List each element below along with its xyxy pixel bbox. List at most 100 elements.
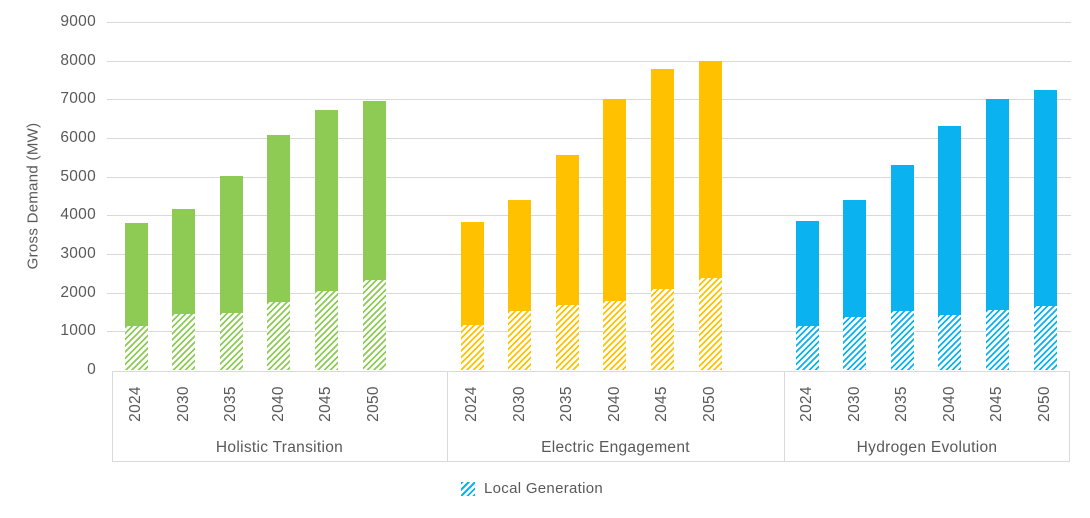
bar-segment-local-generation — [508, 311, 532, 370]
y-tick-label-7000: 7000 — [60, 90, 96, 108]
bar-electric-engagement-2030 — [508, 199, 532, 370]
gridline-4000 — [107, 215, 1071, 217]
bar-segment-local-generation — [219, 312, 243, 370]
bar-electric-engagement-2050 — [698, 61, 722, 370]
x-tick-holistic-transition-2030: 2030 — [174, 386, 192, 422]
x-tick-holistic-transition-2024: 2024 — [127, 386, 144, 422]
bar-segment-demand — [124, 223, 148, 326]
bar-segment-local-generation — [314, 291, 338, 370]
bar-segment-local-generation — [362, 279, 386, 370]
y-tick-label-1000: 1000 — [60, 322, 96, 340]
y-tick-label-9000: 9000 — [60, 13, 96, 30]
bar-segment-demand — [1033, 90, 1057, 306]
bar-segment-local-generation — [172, 314, 196, 370]
bar-electric-engagement-2040 — [603, 99, 627, 370]
bar-holistic-transition-2030 — [172, 209, 196, 370]
y-tick-label-8000: 8000 — [60, 51, 96, 69]
bar-segment-demand — [843, 200, 867, 318]
legend-hatch-swatch-icon — [461, 481, 475, 496]
bar-holistic-transition-2050 — [362, 100, 386, 370]
group-divider-1 — [447, 371, 448, 462]
bar-segment-demand — [362, 100, 386, 280]
x-tick-electric-engagement-2024: 2024 — [463, 386, 480, 422]
x-tick-hydrogen-evolution-2045: 2045 — [988, 386, 1006, 422]
bar-holistic-transition-2024 — [124, 223, 148, 370]
x-tick-holistic-transition-2040: 2040 — [269, 386, 287, 422]
gridline-6000 — [107, 138, 1071, 139]
bar-segment-local-generation — [843, 317, 867, 370]
gridline-3000 — [107, 254, 1071, 255]
bar-segment-demand — [172, 209, 196, 315]
bar-segment-local-generation — [1033, 305, 1057, 370]
bar-segment-local-generation — [555, 305, 579, 370]
bar-segment-local-generation — [890, 311, 914, 370]
bar-electric-engagement-2024 — [460, 221, 484, 370]
legend-label: Local Generation — [484, 480, 604, 497]
group-divider-2 — [784, 371, 785, 462]
bar-holistic-transition-2045 — [314, 109, 338, 370]
bar-segment-local-generation — [985, 310, 1009, 370]
group-label-hydrogen-evolution: Hydrogen Evolution — [856, 439, 998, 456]
y-tick-label-2000: 2000 — [60, 283, 96, 301]
y-tick-label-3000: 3000 — [60, 245, 96, 262]
gridline-1000 — [107, 331, 1071, 333]
gridline-5000 — [107, 176, 1071, 178]
bar-segment-local-generation — [650, 289, 674, 370]
bar-holistic-transition-2035 — [219, 176, 243, 370]
gridline-9000 — [107, 22, 1071, 23]
x-tick-electric-engagement-2045: 2045 — [653, 386, 671, 422]
x-axis-box — [112, 371, 1070, 462]
x-tick-holistic-transition-2035: 2035 — [222, 386, 240, 422]
group-label-holistic-transition: Holistic Transition — [215, 439, 344, 456]
x-tick-holistic-transition-2045: 2045 — [317, 386, 335, 422]
group-label-electric-engagement: Electric Engagement — [541, 439, 690, 456]
bar-hydrogen-evolution-2030 — [843, 200, 867, 370]
legend: Local Generation — [461, 480, 603, 497]
bar-segment-local-generation — [938, 315, 962, 370]
bar-segment-local-generation — [267, 302, 291, 370]
bar-segment-local-generation — [460, 325, 484, 370]
bar-segment-demand — [219, 176, 243, 313]
x-tick-electric-engagement-2050: 2050 — [701, 386, 718, 422]
gridline-2000 — [107, 292, 1071, 294]
bar-segment-demand — [314, 109, 338, 292]
bar-segment-demand — [267, 134, 291, 303]
bar-segment-local-generation — [795, 325, 819, 370]
y-tick-label-5000: 5000 — [60, 167, 96, 185]
x-tick-electric-engagement-2035: 2035 — [558, 386, 576, 422]
bar-electric-engagement-2045 — [650, 69, 674, 370]
y-tick-label-4000: 4000 — [60, 206, 96, 224]
bar-hydrogen-evolution-2024 — [795, 220, 819, 370]
bar-segment-demand — [698, 61, 722, 279]
bar-segment-demand — [603, 99, 627, 302]
y-tick-label-0: 0 — [87, 361, 96, 378]
x-tick-hydrogen-evolution-2030: 2030 — [845, 386, 863, 422]
bar-hydrogen-evolution-2035 — [890, 164, 914, 370]
bar-hydrogen-evolution-2040 — [938, 126, 962, 370]
bar-segment-local-generation — [603, 301, 627, 370]
bar-holistic-transition-2040 — [267, 134, 291, 370]
x-tick-hydrogen-evolution-2040: 2040 — [940, 386, 958, 422]
gridline-7000 — [107, 99, 1071, 101]
bar-segment-demand — [938, 126, 962, 316]
bar-hydrogen-evolution-2045 — [985, 98, 1009, 370]
x-tick-holistic-transition-2050: 2050 — [365, 386, 382, 422]
bar-electric-engagement-2035 — [555, 154, 579, 370]
x-tick-electric-engagement-2030: 2030 — [510, 386, 528, 422]
bar-segment-demand — [985, 98, 1009, 311]
bar-segment-demand — [460, 221, 484, 326]
x-tick-hydrogen-evolution-2035: 2035 — [893, 386, 911, 422]
x-tick-hydrogen-evolution-2050: 2050 — [1036, 386, 1053, 422]
bar-segment-local-generation — [124, 325, 148, 370]
x-tick-hydrogen-evolution-2024: 2024 — [798, 386, 815, 422]
x-tick-electric-engagement-2040: 2040 — [605, 386, 623, 422]
gridline-8000 — [107, 60, 1071, 62]
bar-segment-demand — [795, 220, 819, 326]
bar-segment-demand — [508, 199, 532, 312]
bar-segment-demand — [890, 164, 914, 312]
y-tick-label-6000: 6000 — [60, 129, 96, 146]
bar-segment-demand — [650, 69, 674, 290]
bar-segment-local-generation — [698, 278, 722, 370]
bar-hydrogen-evolution-2050 — [1033, 90, 1057, 370]
